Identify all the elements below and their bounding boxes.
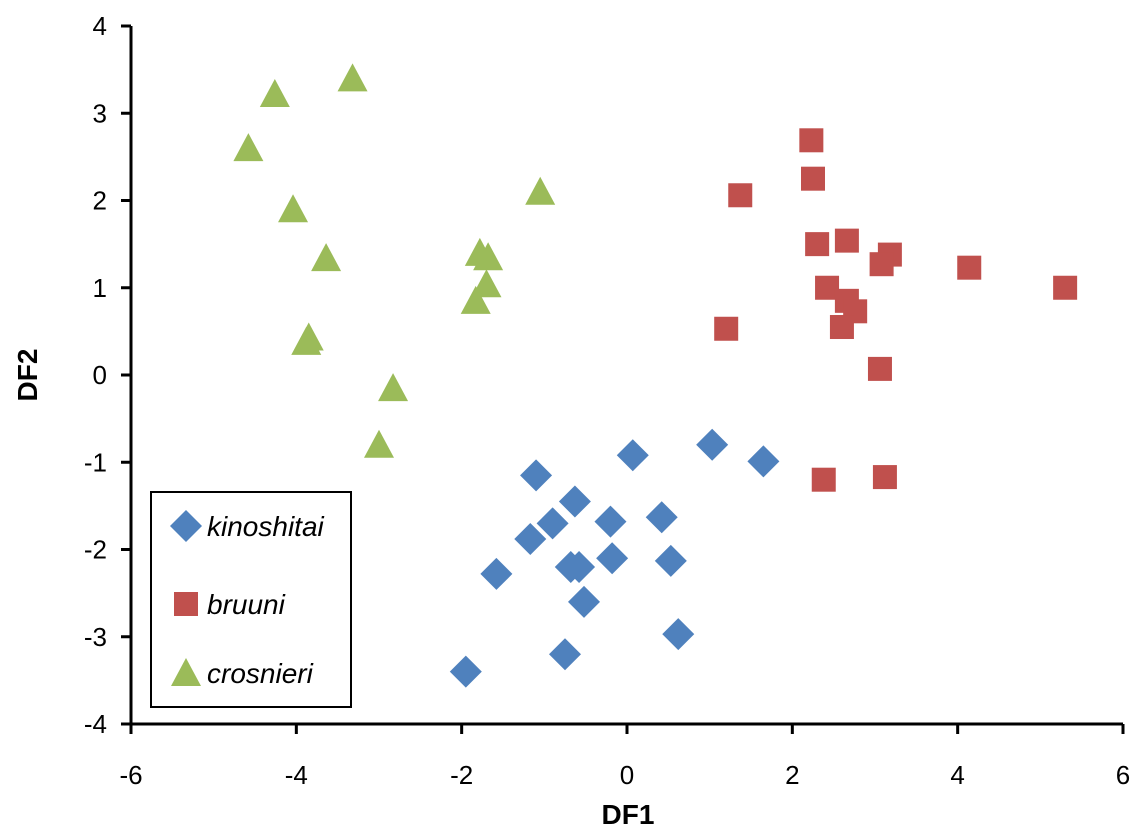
bruuni-point: [957, 255, 982, 280]
y-tick-label: 2: [93, 186, 107, 216]
y-axis-ticks: -4 -3 -2 -1 0 1 2 3 4: [84, 11, 131, 739]
crosnieri-point: [525, 176, 556, 205]
kinoshitai-point: [549, 638, 581, 671]
legend-item-kinoshitai: kinoshitai: [170, 510, 325, 542]
y-tick-label: 3: [93, 98, 107, 128]
bruuni-point: [728, 183, 753, 208]
bruuni-point: [872, 465, 897, 490]
bruuni-point: [714, 316, 739, 341]
bruuni-point: [801, 166, 825, 191]
kinoshitai-point: [616, 439, 649, 472]
x-axis-title: DF1: [602, 799, 655, 829]
y-axis-title: DF2: [12, 349, 43, 402]
y-tick-label: -2: [84, 535, 107, 565]
x-tick-label: 6: [1116, 760, 1130, 790]
kinoshitai-point: [596, 542, 629, 575]
bruuni-point: [799, 128, 824, 153]
y-tick-label: 1: [93, 273, 107, 303]
kinoshitai-point: [747, 445, 780, 478]
kinoshitai-point: [568, 585, 601, 618]
bruuni-point: [829, 315, 854, 340]
legend-label: bruuni: [207, 589, 286, 620]
x-tick-label: 4: [950, 760, 964, 790]
crosnieri-point: [378, 373, 409, 402]
kinoshitai-point: [480, 557, 513, 590]
kinoshitai-point: [514, 523, 547, 556]
kinoshitai-point: [449, 655, 482, 688]
kinoshitai-point: [645, 501, 678, 534]
legend: kinoshitai bruuni crosnieri: [150, 491, 352, 708]
bruuni-point: [811, 467, 836, 492]
kinoshitai-point: [696, 428, 729, 461]
legend-label: kinoshitai: [207, 511, 325, 542]
crosnieri-point: [293, 322, 324, 351]
series-crosnieri: [233, 63, 556, 458]
x-tick-label: 2: [785, 760, 799, 790]
kinoshitai-point: [654, 544, 687, 577]
crosnieri-point: [337, 63, 368, 92]
y-tick-label: 4: [93, 11, 107, 41]
bruuni-point: [1053, 275, 1078, 300]
kinoshitai-point: [558, 485, 591, 518]
x-tick-label: -2: [450, 760, 473, 790]
x-axis-ticks: -6 -4 -2 0 2 4 6: [119, 724, 1130, 790]
crosnieri-point: [460, 285, 491, 314]
crosnieri-point: [278, 194, 309, 223]
x-tick-label: -4: [285, 760, 308, 790]
x-tick-label: -6: [119, 760, 142, 790]
series-kinoshitai: [449, 428, 780, 688]
bruuni-point: [869, 252, 894, 277]
series-bruuni: [714, 128, 1078, 492]
bruuni-point: [805, 232, 830, 257]
kinoshitai-legend-marker: [170, 510, 202, 542]
crosnieri-point: [473, 242, 504, 271]
kinoshitai-point: [536, 507, 569, 540]
crosnieri-point: [259, 79, 290, 108]
legend-item-crosnieri: crosnieri: [171, 658, 314, 689]
legend-label: crosnieri: [207, 658, 314, 689]
bruuni-point: [867, 356, 892, 381]
crosnieri-point: [364, 429, 394, 458]
y-tick-label: 0: [93, 360, 107, 390]
bruuni-legend-marker: [174, 592, 198, 616]
y-tick-label: -3: [84, 622, 107, 652]
kinoshitai-point: [662, 618, 695, 651]
crosnieri-point: [233, 133, 264, 162]
kinoshitai-point: [520, 459, 553, 492]
kinoshitai-point: [563, 550, 596, 583]
x-tick-label: 0: [620, 760, 634, 790]
kinoshitai-point: [594, 505, 627, 538]
y-tick-label: -1: [84, 447, 107, 477]
legend-item-bruuni: bruuni: [174, 589, 286, 620]
crosnieri-legend-marker: [171, 658, 201, 686]
bruuni-point: [834, 228, 859, 253]
y-tick-label: -4: [84, 709, 107, 739]
crosnieri-point: [471, 269, 502, 298]
data-points: [233, 63, 1078, 688]
crosnieri-point: [311, 243, 342, 272]
